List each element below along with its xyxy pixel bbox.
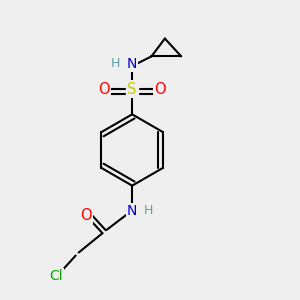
Text: H: H (111, 57, 121, 70)
Text: O: O (154, 82, 166, 97)
Text: H: H (144, 204, 153, 218)
Text: S: S (128, 82, 137, 97)
Text: O: O (80, 208, 92, 223)
Text: Cl: Cl (50, 269, 63, 283)
Text: N: N (127, 57, 137, 71)
Text: O: O (98, 82, 110, 97)
Text: N: N (127, 204, 137, 218)
